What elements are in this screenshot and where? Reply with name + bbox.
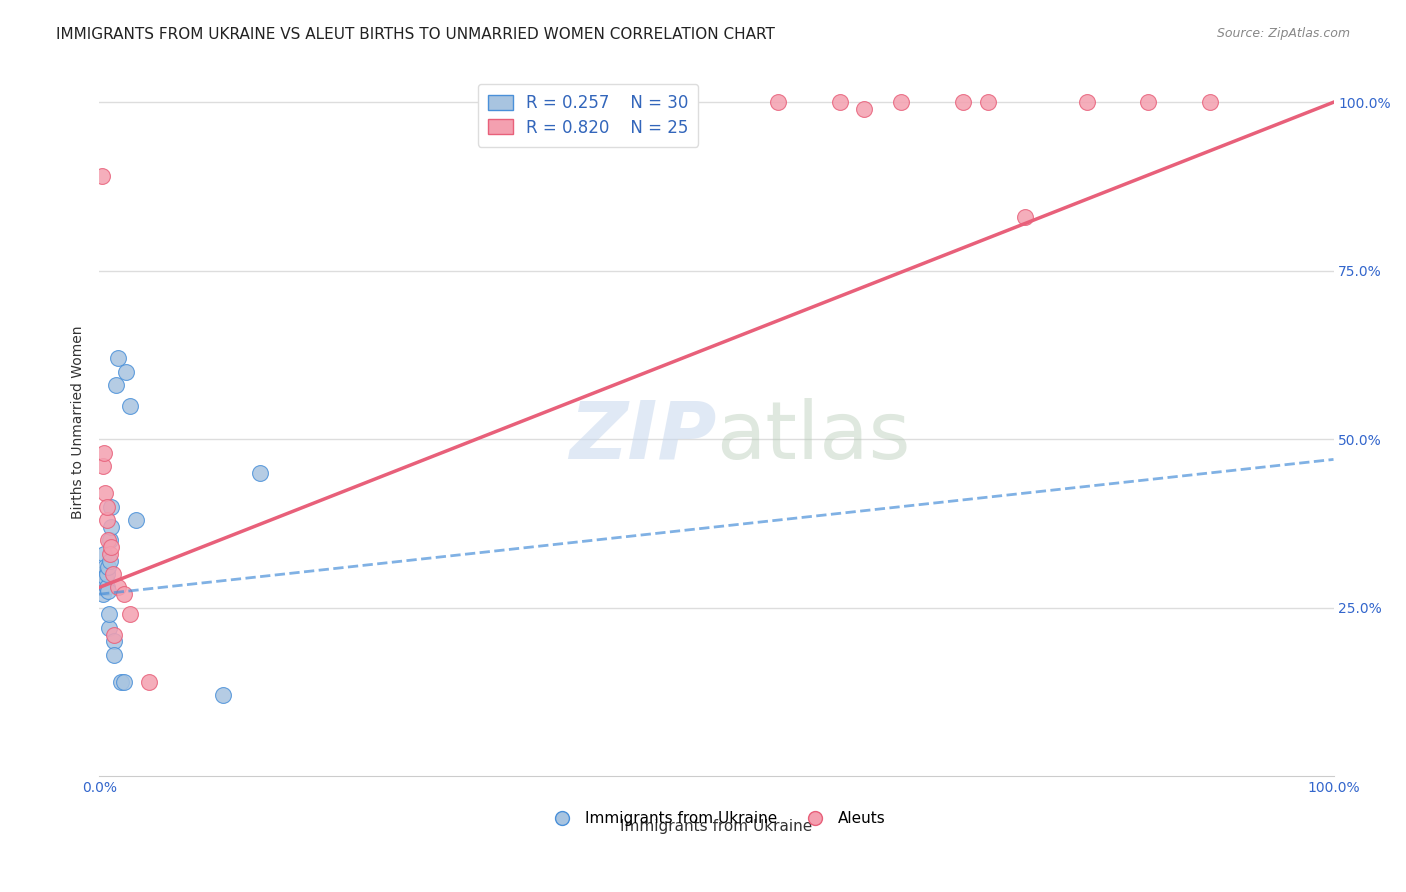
- Point: [115, 365, 138, 379]
- Point: [118, 607, 141, 622]
- Point: [112, 674, 135, 689]
- Point: [97, 583, 120, 598]
- Point: [97, 533, 120, 548]
- Point: [101, 566, 124, 581]
- Point: [96, 500, 118, 514]
- Point: [1076, 95, 1098, 110]
- Point: [118, 399, 141, 413]
- Point: [249, 466, 271, 480]
- Point: [98, 621, 121, 635]
- Point: [853, 102, 876, 116]
- Point: [89, 570, 111, 584]
- Point: [94, 577, 117, 591]
- Point: [91, 459, 114, 474]
- Text: IMMIGRANTS FROM UKRAINE VS ALEUT BIRTHS TO UNMARRIED WOMEN CORRELATION CHART: IMMIGRANTS FROM UKRAINE VS ALEUT BIRTHS …: [56, 27, 775, 42]
- Point: [100, 500, 122, 514]
- Point: [1014, 210, 1036, 224]
- Point: [103, 627, 125, 641]
- Point: [1199, 95, 1222, 110]
- Point: [107, 351, 129, 366]
- Point: [91, 587, 114, 601]
- Point: [1137, 95, 1160, 110]
- Point: [96, 581, 118, 595]
- Point: [112, 587, 135, 601]
- Point: [94, 560, 117, 574]
- Point: [91, 581, 114, 595]
- Point: [93, 445, 115, 459]
- Text: Source: ZipAtlas.com: Source: ZipAtlas.com: [1216, 27, 1350, 40]
- Point: [105, 378, 128, 392]
- Point: [100, 540, 122, 554]
- Text: Immigrants from Ukraine: Immigrants from Ukraine: [620, 819, 813, 834]
- Point: [828, 95, 851, 110]
- Point: [93, 574, 115, 588]
- Point: [766, 95, 789, 110]
- Point: [94, 486, 117, 500]
- Point: [103, 648, 125, 662]
- Point: [138, 674, 160, 689]
- Point: [98, 607, 121, 622]
- Point: [94, 570, 117, 584]
- Point: [98, 533, 121, 548]
- Point: [107, 581, 129, 595]
- Point: [97, 560, 120, 574]
- Point: [103, 634, 125, 648]
- Point: [125, 513, 148, 527]
- Point: [890, 95, 912, 110]
- Point: [90, 566, 112, 581]
- Point: [110, 674, 132, 689]
- Point: [96, 513, 118, 527]
- Point: [100, 520, 122, 534]
- Point: [93, 547, 115, 561]
- Point: [96, 566, 118, 581]
- Text: ZIP: ZIP: [569, 398, 716, 475]
- Text: atlas: atlas: [716, 398, 911, 475]
- Point: [98, 547, 121, 561]
- Point: [977, 95, 1000, 110]
- Legend: Immigrants from Ukraine, Aleuts: Immigrants from Ukraine, Aleuts: [540, 805, 891, 832]
- Point: [98, 553, 121, 567]
- Y-axis label: Births to Unmarried Women: Births to Unmarried Women: [72, 326, 86, 519]
- Point: [211, 688, 233, 702]
- Point: [90, 169, 112, 184]
- Point: [952, 95, 974, 110]
